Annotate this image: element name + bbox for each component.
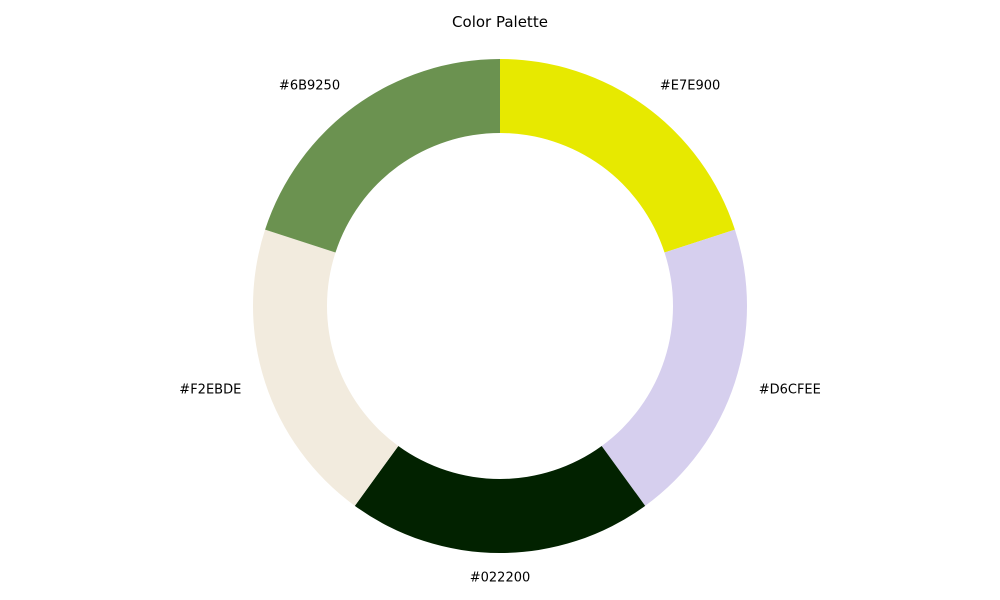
- labels-layer: #E7E900 #D6CFEE #022200 #F2EBDE #6B9250: [179, 78, 821, 585]
- donut-slice-2: [601, 229, 747, 506]
- slice-label-1: #E7E900: [660, 78, 720, 93]
- chart-title: Color Palette: [452, 13, 548, 31]
- slices-layer: [253, 59, 747, 553]
- slice-label-2: #D6CFEE: [759, 383, 821, 398]
- donut-slice-3: [354, 445, 646, 553]
- donut-slice-5: [265, 59, 500, 253]
- donut-slice-4: [253, 229, 399, 506]
- slice-label-4: #F2EBDE: [179, 383, 241, 398]
- slice-label-5: #6B9250: [279, 78, 340, 93]
- donut-slice-1: [500, 59, 735, 253]
- slice-label-3: #022200: [470, 571, 531, 586]
